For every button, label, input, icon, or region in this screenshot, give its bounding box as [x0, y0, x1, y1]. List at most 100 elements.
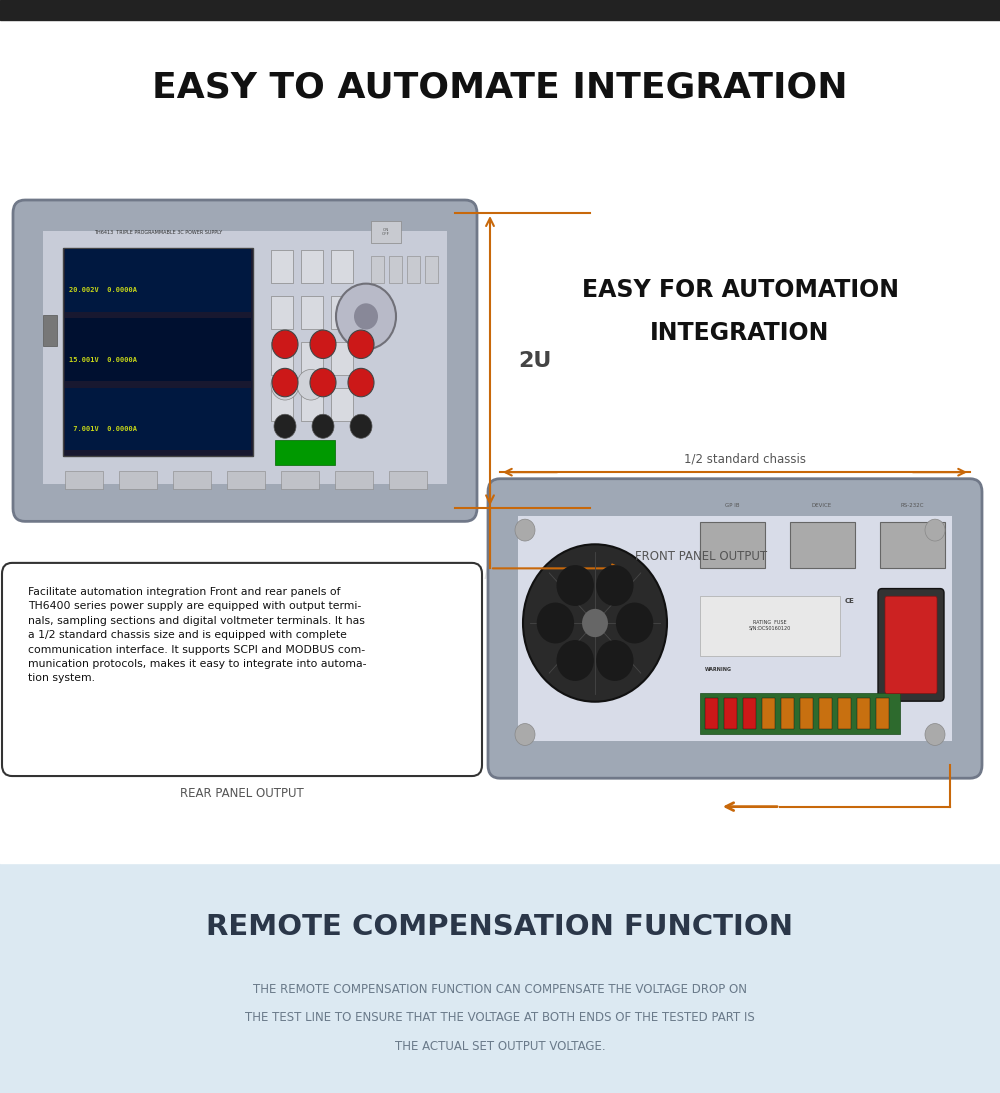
- Bar: [705, 698, 718, 729]
- Text: WARNING: WARNING: [705, 667, 732, 672]
- Text: GP IB: GP IB: [725, 503, 739, 508]
- Text: THE REMOTE COMPENSATION FUNCTION CAN COMPENSATE THE VOLTAGE DROP ON: THE REMOTE COMPENSATION FUNCTION CAN COM…: [253, 983, 747, 996]
- Bar: [0, 0, 1000, 20]
- Text: EASY FOR AUTOMATION: EASY FOR AUTOMATION: [582, 278, 898, 302]
- Bar: [518, 516, 952, 741]
- Bar: [700, 596, 840, 656]
- Bar: [271, 388, 293, 421]
- Bar: [790, 522, 855, 568]
- Bar: [876, 698, 889, 729]
- Bar: [275, 440, 335, 465]
- Bar: [227, 471, 265, 489]
- Circle shape: [515, 724, 535, 745]
- Bar: [838, 698, 851, 729]
- Circle shape: [596, 640, 634, 681]
- Bar: [331, 250, 353, 283]
- Bar: [331, 388, 353, 421]
- Bar: [43, 315, 57, 345]
- Text: 7.001V  0.0000A: 7.001V 0.0000A: [69, 426, 137, 432]
- Bar: [724, 698, 737, 729]
- Text: 2U: 2U: [518, 351, 552, 371]
- Circle shape: [350, 414, 372, 438]
- Circle shape: [271, 369, 299, 400]
- Bar: [63, 248, 253, 456]
- Text: THE TEST LINE TO ENSURE THAT THE VOLTAGE AT BOTH ENDS OF THE TESTED PART IS: THE TEST LINE TO ENSURE THAT THE VOLTAGE…: [245, 1011, 755, 1024]
- Circle shape: [272, 368, 298, 397]
- Text: 1/2 standard chassis: 1/2 standard chassis: [684, 453, 806, 466]
- Bar: [700, 693, 900, 734]
- Bar: [281, 471, 319, 489]
- Bar: [371, 221, 401, 243]
- Bar: [173, 471, 211, 489]
- Bar: [371, 256, 384, 283]
- Text: INTEGRATION: INTEGRATION: [650, 321, 830, 345]
- Circle shape: [515, 519, 535, 541]
- Bar: [0, 20, 1000, 863]
- Bar: [301, 296, 323, 329]
- Bar: [271, 250, 293, 283]
- Text: FRONT PANEL OUTPUT: FRONT PANEL OUTPUT: [635, 550, 767, 563]
- Text: 20.002V  0.0000A: 20.002V 0.0000A: [69, 287, 137, 293]
- Bar: [331, 342, 353, 375]
- Text: ON
OFF: ON OFF: [382, 227, 390, 236]
- Bar: [880, 522, 945, 568]
- FancyBboxPatch shape: [13, 200, 477, 521]
- Text: TH6413  TRIPLE PROGRAMMABLE 3C POWER SUPPLY: TH6413 TRIPLE PROGRAMMABLE 3C POWER SUPP…: [94, 231, 222, 235]
- FancyBboxPatch shape: [878, 588, 944, 702]
- Circle shape: [297, 369, 325, 400]
- Circle shape: [616, 602, 653, 644]
- Bar: [271, 342, 293, 375]
- Text: REMOTE COMPENSATION FUNCTION: REMOTE COMPENSATION FUNCTION: [207, 913, 794, 941]
- Text: DEVICE: DEVICE: [812, 503, 832, 508]
- Circle shape: [925, 724, 945, 745]
- FancyBboxPatch shape: [885, 597, 937, 694]
- Bar: [65, 388, 251, 450]
- Bar: [65, 318, 251, 381]
- Text: Facilitate automation integration Front and rear panels of
TH6400 series power s: Facilitate automation integration Front …: [28, 587, 366, 683]
- Text: CE: CE: [845, 598, 855, 604]
- Circle shape: [348, 368, 374, 397]
- Circle shape: [354, 303, 378, 330]
- Circle shape: [523, 544, 667, 702]
- Bar: [857, 698, 870, 729]
- Bar: [800, 698, 813, 729]
- Text: THE ACTUAL SET OUTPUT VOLTAGE.: THE ACTUAL SET OUTPUT VOLTAGE.: [395, 1039, 605, 1053]
- Bar: [43, 231, 447, 484]
- Circle shape: [312, 414, 334, 438]
- Bar: [819, 698, 832, 729]
- Bar: [425, 256, 438, 283]
- Bar: [65, 249, 251, 312]
- Bar: [301, 388, 323, 421]
- Text: RATING  FUSE
S/N:DCS0160120: RATING FUSE S/N:DCS0160120: [749, 620, 791, 631]
- Text: EASY TO AUTOMATE INTEGRATION: EASY TO AUTOMATE INTEGRATION: [152, 70, 848, 105]
- Bar: [301, 250, 323, 283]
- Bar: [389, 256, 402, 283]
- Bar: [700, 522, 765, 568]
- Bar: [389, 471, 427, 489]
- Bar: [119, 471, 157, 489]
- Text: Changzhou Chuangkai  Electronic Co., Ltd.: Changzhou Chuangkai Electronic Co., Ltd.: [308, 565, 692, 583]
- Text: RS-232C: RS-232C: [900, 503, 924, 508]
- Bar: [331, 296, 353, 329]
- Circle shape: [537, 602, 574, 644]
- Bar: [0, 863, 1000, 1093]
- Text: REAR PANEL OUTPUT: REAR PANEL OUTPUT: [180, 787, 304, 800]
- Circle shape: [274, 414, 296, 438]
- Bar: [781, 698, 794, 729]
- Text: 15.001V  0.0000A: 15.001V 0.0000A: [69, 356, 137, 363]
- Bar: [407, 256, 420, 283]
- Circle shape: [582, 609, 608, 637]
- Circle shape: [348, 330, 374, 359]
- Bar: [335, 471, 373, 489]
- Bar: [65, 471, 103, 489]
- Circle shape: [310, 368, 336, 397]
- Circle shape: [336, 283, 396, 349]
- Bar: [762, 698, 775, 729]
- Circle shape: [556, 565, 594, 606]
- Circle shape: [556, 640, 594, 681]
- Bar: [301, 342, 323, 375]
- FancyBboxPatch shape: [488, 479, 982, 778]
- Bar: [271, 296, 293, 329]
- Circle shape: [310, 330, 336, 359]
- Circle shape: [272, 330, 298, 359]
